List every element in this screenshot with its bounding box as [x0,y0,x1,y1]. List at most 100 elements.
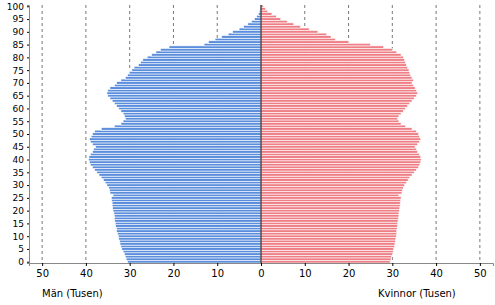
tick-label: 30 [13,180,25,190]
bar [261,227,397,230]
bar [261,54,401,57]
bar [261,115,399,118]
tick-mark [27,108,29,109]
tick-label: 50 [13,129,25,139]
bar [121,79,261,82]
axis-line [27,6,30,264]
chart: 0102030405010203040500510152025303540455… [0,0,495,305]
bar [122,248,261,251]
bar [222,36,261,39]
tick: 95 [13,14,29,24]
bar [108,94,261,97]
bar [121,110,261,113]
bar [103,179,261,182]
bar [261,166,419,169]
bar [261,48,392,51]
bar [261,56,403,59]
bar [108,89,261,92]
bar [261,151,418,154]
bar [125,117,261,120]
bar [261,43,370,46]
bar [261,138,421,141]
tick-mark [27,185,29,186]
bar [261,145,415,148]
y-axis: 0510152025303540455055606570758085909510… [7,2,30,267]
bar [123,250,261,253]
bar [112,100,261,103]
bar [261,135,419,138]
tick: 100 [7,2,29,12]
tick-mark [261,263,262,266]
bar [261,222,398,225]
bar [261,64,406,67]
bar [261,20,287,23]
bar [261,123,401,126]
bar [261,8,265,11]
bar [261,189,402,192]
tick-label: 85 [13,40,24,50]
tick: 20 [343,263,356,279]
bar [261,25,300,28]
tick: 20 [13,206,29,216]
tick-label: 0 [258,268,264,279]
tick-label: 50 [474,268,487,279]
bar [261,202,400,205]
tick-mark [130,263,131,266]
axis-line [30,264,262,267]
tick-label: 30 [124,268,137,279]
bar [261,23,294,26]
tick-mark [392,263,393,266]
bar [261,179,408,182]
bar [261,140,419,143]
bar [169,46,261,49]
tick-label: 5 [18,244,24,254]
bar [261,51,397,54]
bar [117,227,261,230]
tick-mark [27,211,29,212]
tick: 25 [13,193,29,203]
bar [110,189,261,192]
bar [204,43,261,46]
bar [114,214,261,217]
tick: 10 [13,232,29,242]
tick-mark [217,263,218,266]
bar [261,61,405,64]
bar [114,84,261,87]
tick: 20 [168,263,181,279]
bar [261,18,281,21]
tick-label: 80 [13,53,25,63]
tick-label: 40 [13,155,25,165]
bar [254,18,261,21]
bar [261,186,403,189]
bar [243,25,261,28]
tick: 0 [258,263,264,279]
bar [261,133,419,136]
bar [114,125,261,128]
bar [120,243,261,246]
bar [261,143,418,146]
axis-title: Kvinnor (Tusen) [378,288,456,299]
tick: 30 [386,263,399,279]
tick: 5 [18,244,29,254]
tick-label: 70 [13,78,25,88]
bar [261,212,399,215]
bar [261,69,409,72]
bar [113,207,261,210]
bar [123,112,261,115]
tick-mark [305,263,306,266]
tick-mark [261,263,262,266]
bar [261,110,403,113]
bar [92,133,261,136]
bar [119,107,261,110]
tick: 0 [18,257,29,267]
bar [94,148,261,151]
bar [261,130,416,133]
bar [99,174,261,177]
tick-label: 60 [13,104,25,114]
bar [113,209,261,212]
bar [233,31,261,34]
tick-mark [27,160,29,161]
zero-line [261,5,262,263]
tick-label: 35 [13,168,24,178]
tick-label: 10 [211,268,224,279]
